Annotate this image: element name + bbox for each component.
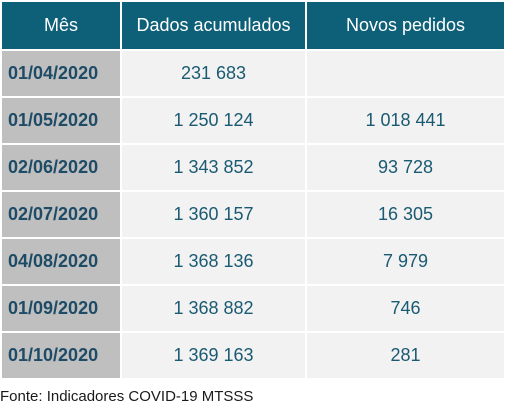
month-cell: 02/06/2020 <box>2 143 122 190</box>
cumulative-cell: 1 369 163 <box>122 331 307 378</box>
month-cell: 01/04/2020 <box>2 49 122 96</box>
cumulative-cell: 1 343 852 <box>122 143 307 190</box>
new-requests-cell <box>307 49 504 96</box>
cumulative-cell: 1 368 136 <box>122 237 307 284</box>
data-table: Mês Dados acumulados Novos pedidos 01/04… <box>2 2 504 378</box>
table-row: 02/06/2020 1 343 852 93 728 <box>2 143 504 190</box>
table-row: 01/04/2020 231 683 <box>2 49 504 96</box>
new-requests-cell: 16 305 <box>307 190 504 237</box>
cumulative-cell: 231 683 <box>122 49 307 96</box>
new-requests-cell: 93 728 <box>307 143 504 190</box>
header-row: Mês Dados acumulados Novos pedidos <box>2 2 504 49</box>
month-cell: 01/05/2020 <box>2 96 122 143</box>
new-requests-cell: 1 018 441 <box>307 96 504 143</box>
cumulative-cell: 1 360 157 <box>122 190 307 237</box>
table-row: 01/05/2020 1 250 124 1 018 441 <box>2 96 504 143</box>
header-month: Mês <box>2 2 122 49</box>
header-cumulative: Dados acumulados <box>122 2 307 49</box>
new-requests-cell: 746 <box>307 284 504 331</box>
month-cell: 02/07/2020 <box>2 190 122 237</box>
month-cell: 01/09/2020 <box>2 284 122 331</box>
cumulative-cell: 1 368 882 <box>122 284 307 331</box>
new-requests-cell: 281 <box>307 331 504 378</box>
table-row: 01/09/2020 1 368 882 746 <box>2 284 504 331</box>
table-row: 01/10/2020 1 369 163 281 <box>2 331 504 378</box>
source-note: Fonte: Indicadores COVID-19 MTSSS <box>0 388 254 405</box>
table-row: 04/08/2020 1 368 136 7 979 <box>2 237 504 284</box>
month-cell: 04/08/2020 <box>2 237 122 284</box>
new-requests-cell: 7 979 <box>307 237 504 284</box>
cumulative-cell: 1 250 124 <box>122 96 307 143</box>
header-new-requests: Novos pedidos <box>307 2 504 49</box>
table-row: 02/07/2020 1 360 157 16 305 <box>2 190 504 237</box>
month-cell: 01/10/2020 <box>2 331 122 378</box>
